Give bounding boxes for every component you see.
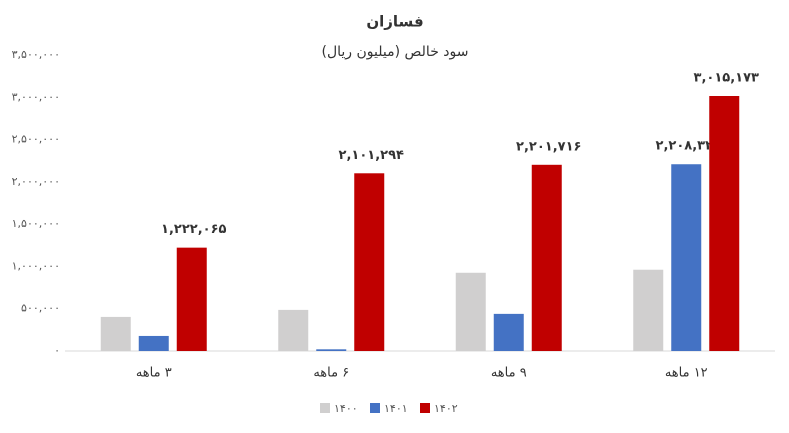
legend-label: ۱۴۰۰ [334, 402, 358, 415]
legend-swatch [370, 403, 380, 413]
x-tick-label: ۹ ماهه [491, 366, 527, 381]
value-label: ۲,۱۰۱,۲۹۴ [339, 148, 404, 163]
legend-label: ۱۴۰۱ [384, 402, 408, 415]
bar [633, 269, 664, 351]
bar [100, 316, 131, 351]
bar [493, 313, 524, 351]
bar [278, 309, 309, 351]
x-tick-label: ۳ ماهه [136, 366, 172, 381]
y-tick-label: ۱,۰۰۰,۰۰۰ [12, 259, 60, 272]
chart-title: فسازان [366, 13, 423, 31]
bar [455, 272, 486, 351]
value-label: ۱,۲۲۲,۰۶۵ [161, 222, 226, 237]
bar [176, 247, 207, 351]
legend-label: ۱۴۰۲ [434, 402, 458, 415]
y-tick-label: ۲,۵۰۰,۰۰۰ [12, 133, 60, 146]
legend-swatch [320, 403, 330, 413]
bar [138, 335, 169, 351]
bar [316, 349, 347, 351]
x-tick-label: ۱۲ ماهه [665, 366, 708, 381]
chart-subtitle: سود خالص (میلیون ریال) [322, 44, 469, 60]
legend-swatch [420, 403, 430, 413]
y-tick-label: ۳,۰۰۰,۰۰۰ [12, 90, 60, 103]
y-tick-label: ۱,۵۰۰,۰۰۰ [12, 217, 60, 230]
y-tick-label: ۳,۵۰۰,۰۰۰ [12, 48, 60, 61]
bar [354, 173, 385, 351]
y-tick-label: ۰ [54, 344, 60, 357]
y-tick-label: ۵۰۰,۰۰۰ [21, 302, 60, 315]
y-tick-label: ۲,۰۰۰,۰۰۰ [12, 175, 60, 188]
value-label: ۲,۲۰۱,۷۱۶ [516, 139, 581, 154]
bar [671, 164, 702, 351]
value-label: ۳,۰۱۵,۱۷۳ [694, 71, 759, 86]
value-label: ۲,۲۰۸,۳۲۲ [656, 139, 721, 154]
bar [709, 96, 740, 352]
x-tick-label: ۶ ماهه [313, 366, 349, 381]
bar [531, 164, 562, 351]
